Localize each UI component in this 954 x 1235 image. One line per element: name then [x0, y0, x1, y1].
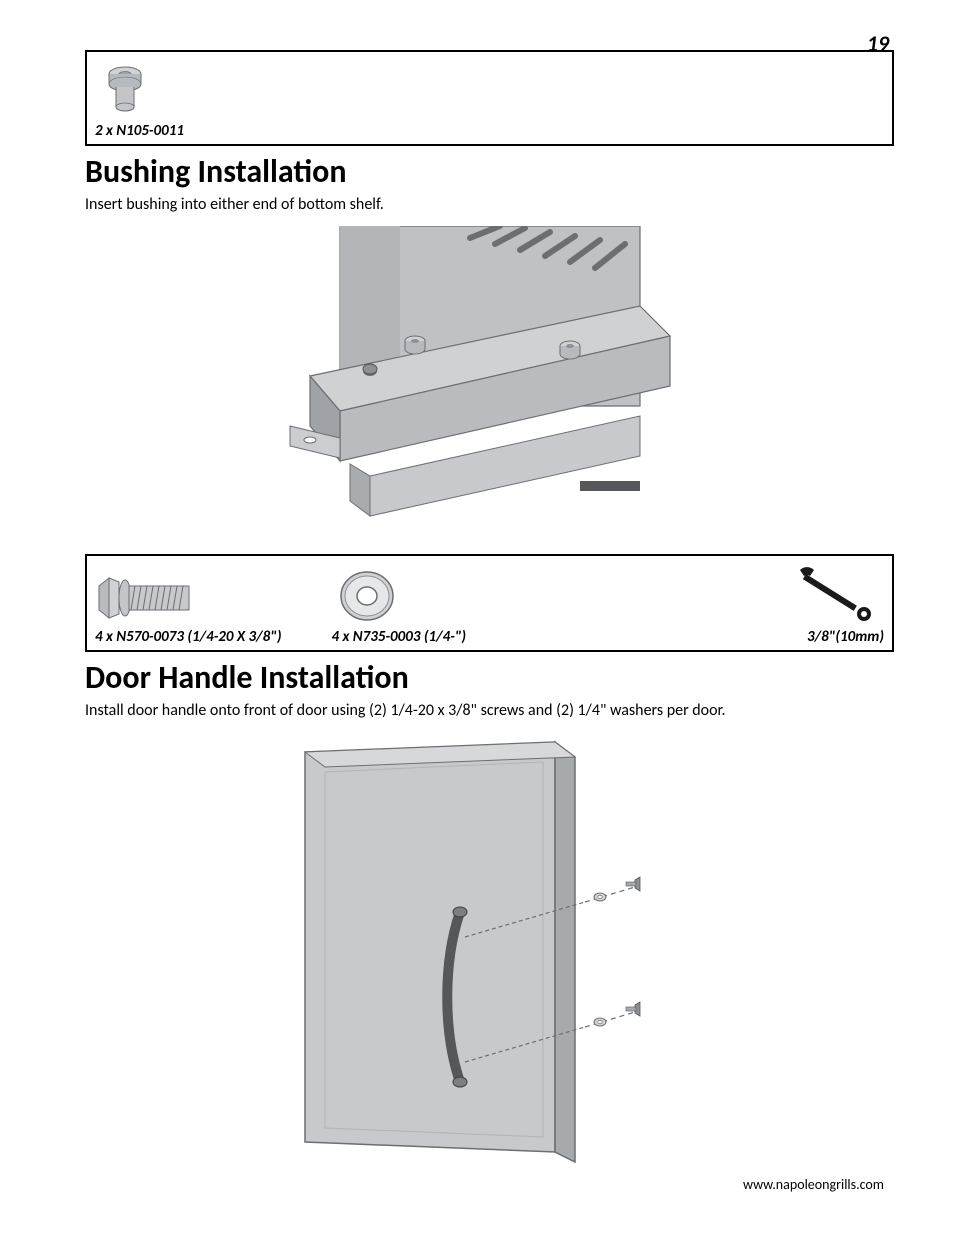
bolt-icon — [95, 572, 205, 624]
bushing-icon — [95, 60, 155, 118]
page: 19 2 x N105-0011 Bushing Installation In… — [0, 0, 954, 1235]
part-label: 2 x N105-0011 — [95, 122, 184, 140]
part-label: 3/8"(10mm) — [807, 628, 884, 646]
part-wrench: 3/8"(10mm) — [794, 564, 884, 646]
section-body-bushing: Insert bushing into either end of bottom… — [85, 195, 894, 214]
section-title-door-handle: Door Handle Installation — [85, 658, 894, 697]
parts-box-bushing: 2 x N105-0011 — [85, 50, 894, 146]
parts-left-group: 4 x N570-0073 (1/4-20 X 3/8") 4 x N735-0… — [95, 568, 466, 646]
shelf-diagram-icon — [280, 226, 700, 536]
parts-row: 2 x N105-0011 — [95, 60, 884, 140]
illustration-bushing-install — [85, 226, 894, 536]
washer-icon — [332, 568, 402, 624]
parts-box-door-handle: 4 x N570-0073 (1/4-20 X 3/8") 4 x N735-0… — [85, 554, 894, 652]
parts-right-group: 3/8"(10mm) — [794, 564, 884, 646]
door-diagram-icon — [275, 732, 705, 1172]
section-body-door-handle: Install door handle onto front of door u… — [85, 701, 894, 720]
page-number: 19 — [867, 30, 889, 57]
part-bushing: 2 x N105-0011 — [95, 60, 184, 140]
illustration-door-handle — [85, 732, 894, 1172]
part-label: 4 x N570-0073 (1/4-20 X 3/8") — [95, 628, 282, 646]
section-title-bushing: Bushing Installation — [85, 152, 894, 191]
part-bolt: 4 x N570-0073 (1/4-20 X 3/8") — [95, 572, 282, 646]
part-washer: 4 x N735-0003 (1/4-") — [332, 568, 467, 646]
wrench-icon — [794, 564, 884, 624]
part-label: 4 x N735-0003 (1/4-") — [332, 628, 467, 646]
footer-url: www.napoleongrills.com — [743, 1176, 884, 1193]
